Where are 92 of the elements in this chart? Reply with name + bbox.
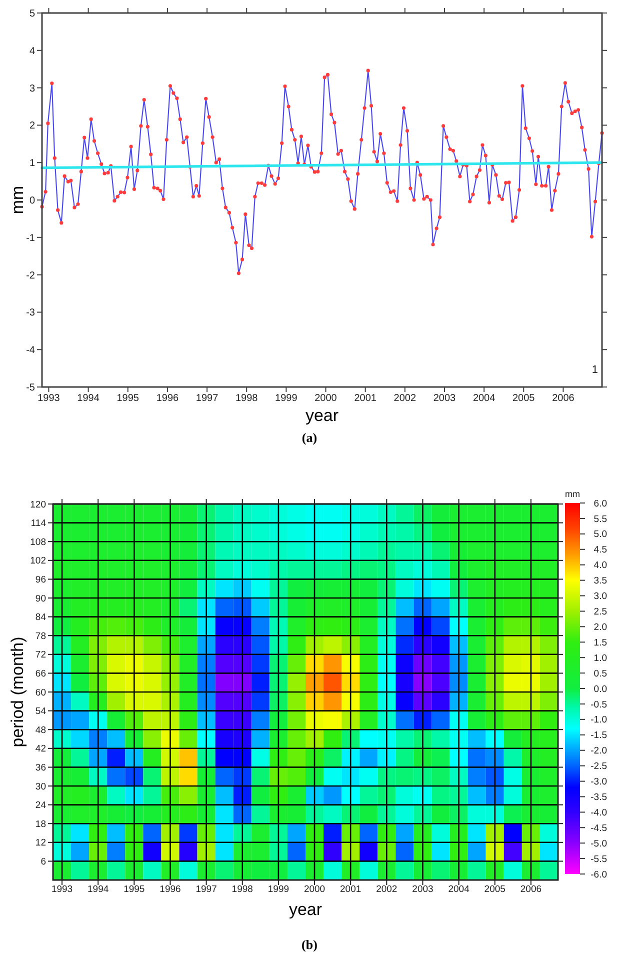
y-tick-label: 54 (35, 706, 46, 718)
color-bar-label: -2.5 (590, 761, 607, 772)
x-tick-label: 1998 (235, 393, 258, 404)
x-tick-label: 1998 (232, 884, 253, 895)
color-bar-label: 2.5 (594, 606, 607, 618)
x-tick-label: 2001 (354, 393, 377, 404)
y-axis-title: mm (8, 186, 28, 214)
y-tick-label: 18 (35, 818, 46, 830)
color-bar-label: 0.5 (594, 668, 607, 680)
text: (b) (302, 937, 318, 952)
y-tick-label: -3 (26, 308, 36, 319)
x-tick-label: 1999 (275, 393, 298, 404)
x-tick-label: 1993 (51, 884, 73, 895)
y-tick-label: 5 (29, 8, 36, 20)
annotation: 1 (592, 364, 598, 376)
x-tick-label: 1997 (196, 393, 219, 404)
x-tick-label: 2003 (412, 884, 434, 895)
color-bar-label: 3.0 (594, 591, 607, 602)
y-tick-label: 90 (35, 593, 46, 604)
x-tick-label: 2004 (448, 884, 470, 895)
color-bar-label: 1.5 (594, 637, 607, 648)
color-bar-label: -6.0 (590, 869, 607, 880)
color-bar-label: 6.0 (594, 498, 607, 510)
x-tick-label: 2001 (340, 884, 362, 895)
y-tick-label: 96 (35, 574, 46, 586)
color-bar-label: 5.5 (594, 514, 607, 525)
x-tick-label: 2002 (394, 393, 416, 404)
y-tick-label: 30 (35, 781, 46, 792)
x-axis-title: year (288, 900, 322, 919)
y-tick-label: 12 (35, 838, 46, 849)
y-tick-label: 78 (35, 630, 46, 642)
x-tick-label: 2005 (512, 393, 536, 404)
y-tick-label: 108 (30, 536, 46, 548)
x-tick-label: 2004 (472, 393, 496, 404)
x-tick-label: 2002 (376, 884, 398, 895)
y-tick-label: 3 (29, 83, 36, 94)
x-axis-title: year (305, 406, 339, 425)
x-tick-label: 1995 (124, 884, 145, 895)
x-tick-label: 2000 (314, 393, 338, 404)
y-tick-label: -1 (26, 232, 36, 244)
y-tick-label: 0 (29, 196, 36, 206)
y-tick-label: 6 (40, 856, 46, 868)
color-bar-label: 1.0 (594, 652, 607, 664)
x-tick-label: 1997 (196, 884, 217, 895)
y-tick-label: 84 (35, 612, 46, 624)
color-bar-label: -3.0 (590, 776, 607, 788)
color-bar-label: 4.0 (594, 560, 607, 572)
x-tick-label: 1993 (38, 393, 60, 404)
color-bar-label: -1.5 (590, 730, 607, 742)
color-bar-label: -4.5 (590, 822, 607, 834)
color-bar-label: 5.0 (594, 529, 607, 540)
y-tick-label: 66 (35, 668, 46, 680)
y-tick-label: 36 (35, 762, 46, 774)
color-bar-label: -5.0 (590, 838, 607, 850)
color-bar-label: -1.0 (590, 714, 607, 726)
color-bar-label: -5.5 (590, 854, 607, 865)
y-axis-title: period (month) (8, 636, 28, 748)
color-bar-label: -3.5 (590, 792, 607, 804)
y-tick-label: 24 (35, 800, 46, 812)
y-tick-label: -2 (26, 270, 36, 282)
text: (a) (302, 430, 318, 445)
y-tick-label: 2 (29, 120, 36, 132)
x-tick-label: 1996 (156, 393, 180, 404)
x-tick-label: 1995 (116, 393, 140, 404)
color-bar-label: -2.0 (590, 746, 607, 757)
y-tick-label: 102 (30, 556, 46, 567)
y-tick-label: 1 (29, 158, 36, 170)
color-bar-title: mm (565, 489, 580, 499)
x-tick-label: 2005 (484, 884, 506, 895)
x-tick-label: 2006 (520, 884, 542, 895)
color-bar-label: 3.5 (594, 576, 607, 587)
x-tick-label: 1994 (77, 393, 100, 404)
y-tick-label: -5 (26, 382, 36, 394)
x-tick-label: 2003 (433, 393, 456, 404)
y-tick-label: -4 (26, 345, 36, 356)
x-tick-label: 1996 (160, 884, 181, 895)
y-tick-label: 4 (29, 46, 36, 57)
y-tick-label: 60 (35, 687, 46, 698)
x-tick-label: 1999 (268, 884, 290, 895)
x-tick-label: 2000 (304, 884, 326, 895)
y-tick-label: 48 (35, 724, 46, 736)
color-bar-label: 0.0 (594, 684, 607, 695)
color-bar-label: -0.5 (590, 699, 607, 710)
y-tick-label: 120 (30, 499, 46, 510)
y-tick-label: 72 (35, 650, 46, 661)
y-tick-label: 114 (30, 518, 46, 530)
y-tick-label: 42 (35, 744, 46, 755)
x-tick-label: 1994 (88, 884, 109, 895)
color-bar-label: 4.5 (594, 544, 607, 556)
color-bar-label: -4.0 (590, 807, 607, 818)
color-bar-label: 2.0 (594, 622, 607, 633)
x-tick-label: 2006 (552, 393, 575, 404)
